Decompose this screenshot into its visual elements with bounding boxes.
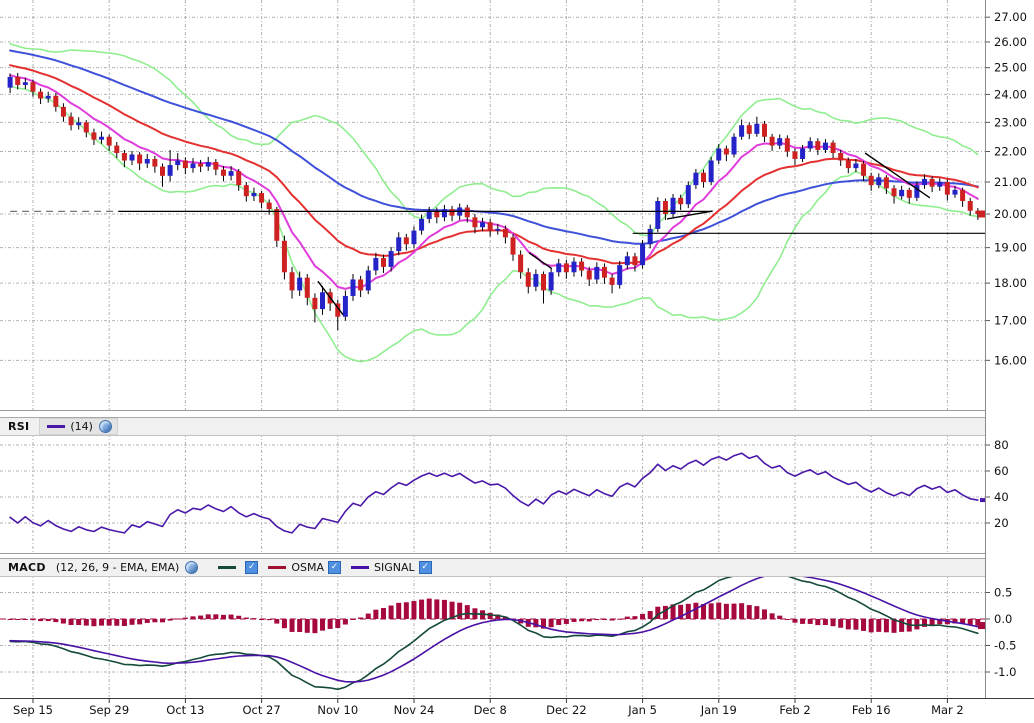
- signal-checkbox[interactable]: ✓: [418, 561, 432, 574]
- axis-tick-label: 23.00: [994, 115, 1027, 129]
- axis-tick-label: Dec 8: [474, 703, 507, 717]
- axis-tick-label: 20: [994, 516, 1009, 530]
- macd-settings-globe-icon[interactable]: [185, 561, 199, 574]
- macd-line-checkbox[interactable]: ✓: [245, 561, 259, 574]
- macd-panel-title: MACD: [8, 561, 46, 574]
- plot-right-border: [985, 0, 986, 698]
- axis-tick-label: -1.0: [994, 665, 1016, 679]
- axis-tick-label: -0.5: [994, 639, 1016, 653]
- signal-label: SIGNAL: [373, 561, 415, 574]
- gridlines: [0, 0, 985, 697]
- axis-tick-label: Feb 2: [779, 703, 810, 717]
- axis-tick-label: Mar 2: [931, 703, 964, 717]
- axis-tick-label: 19.00: [994, 241, 1027, 255]
- axis-tick-label: Dec 22: [546, 703, 587, 717]
- axis-labels: 27.00 26.00 25.00 24.00 23.00 22.00 21.00 20.00…: [13, 10, 1027, 717]
- axis-tick-label: Sep 15: [13, 703, 53, 717]
- osma-checkbox[interactable]: ✓: [327, 561, 341, 574]
- rsi-plot[interactable]: [9, 452, 979, 534]
- axis-tick-label: 60: [994, 464, 1009, 478]
- axis-tick-label: Jan 19: [700, 703, 737, 717]
- axis-tick-label: 27.00: [994, 10, 1027, 24]
- price-overlays: [9, 43, 979, 363]
- macd-params: (12, 26, 9 - EMA, EMA): [55, 561, 180, 574]
- osma-line-swatch: [268, 566, 287, 569]
- price-panel-bottom-border: [0, 410, 985, 411]
- osma-label: OSMA: [291, 561, 324, 574]
- rsi-params: (14): [70, 420, 93, 433]
- axis-tick-label: 25.00: [994, 61, 1027, 75]
- axis-tick-label: 16.00: [994, 353, 1027, 367]
- annotation-lines[interactable]: [10, 152, 986, 316]
- last-rsi-marker: [980, 498, 986, 503]
- axis-tick-label: 18.00: [994, 276, 1027, 290]
- axis-tick-label: Nov 24: [394, 703, 435, 717]
- axis-tick-label: Oct 13: [166, 703, 204, 717]
- axis-tick-label: 26.00: [994, 35, 1027, 49]
- rsi-panel-header: RSI (14): [0, 417, 985, 436]
- rsi-settings-globe-icon[interactable]: [98, 420, 112, 433]
- axis-tick-label: 0.5: [994, 586, 1012, 600]
- macd-plot[interactable]: [0, 575, 985, 691]
- axis-tick-label: 17.00: [994, 314, 1027, 328]
- last-value-markers: [978, 210, 986, 630]
- axis-tick-label: 21.00: [994, 175, 1027, 189]
- axis-tick-label: Nov 10: [317, 703, 358, 717]
- macd-line-swatch: [218, 566, 237, 569]
- rsi-line-swatch: [47, 425, 66, 428]
- rsi-panel-bottom-border: [0, 553, 985, 554]
- axis-tick-label: Feb 16: [852, 703, 891, 717]
- axis-tick-label: Jan 5: [627, 703, 657, 717]
- candlesticks[interactable]: [7, 72, 981, 331]
- rsi-panel-title: RSI: [8, 420, 30, 433]
- axis-tick-label: 20.00: [994, 207, 1027, 221]
- signal-line-swatch: [350, 566, 369, 569]
- time-axis-line: [0, 698, 1034, 699]
- axis-tick-label: 40: [994, 490, 1009, 504]
- axis-tick-label: 80: [994, 438, 1009, 452]
- axis-tick-label: 24.00: [994, 87, 1027, 101]
- macd-panel-header: MACD (12, 26, 9 - EMA, EMA) ✓ OSMA ✓ SIG…: [0, 558, 985, 577]
- rsi-legend-chip[interactable]: (14): [39, 418, 118, 435]
- axis-tick-label: 0.0: [994, 612, 1012, 626]
- last-price-marker: [978, 210, 986, 218]
- last-osma-marker: [978, 622, 986, 630]
- axis-tick-label: 22.00: [994, 144, 1027, 158]
- axis-tick-label: Oct 27: [243, 703, 281, 717]
- axis-tick-label: Sep 29: [89, 703, 129, 717]
